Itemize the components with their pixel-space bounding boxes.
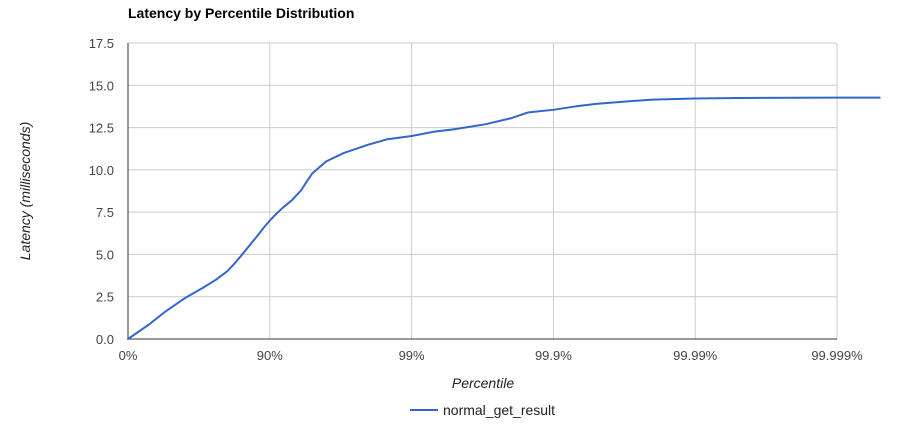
y-tick-label: 10.0 bbox=[89, 163, 114, 178]
grid-lines bbox=[128, 42, 838, 339]
y-axis-label: Latency (milliseconds) bbox=[17, 122, 33, 261]
series-line-normal_get_result bbox=[127, 96, 881, 340]
x-tick-label: 99.99% bbox=[673, 348, 718, 363]
y-tick-label: 17.5 bbox=[89, 36, 114, 51]
y-tick-label: 15.0 bbox=[89, 78, 114, 93]
legend-label: normal_get_result bbox=[443, 402, 555, 418]
x-tick-label: 99.999% bbox=[811, 348, 863, 363]
x-tick-label: 99.9% bbox=[535, 348, 572, 363]
labels: Latency by Percentile Distribution Perce… bbox=[17, 5, 514, 391]
series-layer bbox=[127, 96, 881, 340]
x-axis-label: Percentile bbox=[452, 375, 514, 391]
legend: normal_get_result bbox=[410, 402, 555, 418]
y-tick-label: 0.0 bbox=[96, 332, 114, 347]
y-tick-label: 2.5 bbox=[96, 290, 114, 305]
y-tick-label: 7.5 bbox=[96, 205, 114, 220]
x-tick-label: 90% bbox=[257, 348, 283, 363]
y-tick-label: 12.5 bbox=[89, 121, 114, 136]
y-tick-label: 5.0 bbox=[96, 247, 114, 262]
x-tick-label: 0% bbox=[119, 348, 138, 363]
x-tick-label: 99% bbox=[399, 348, 425, 363]
chart-title: Latency by Percentile Distribution bbox=[128, 5, 354, 21]
axes: 0.0 2.5 5.0 7.5 10.0 12.5 15.0 17.5 0% 90% 99% 99.9… bbox=[89, 36, 863, 363]
